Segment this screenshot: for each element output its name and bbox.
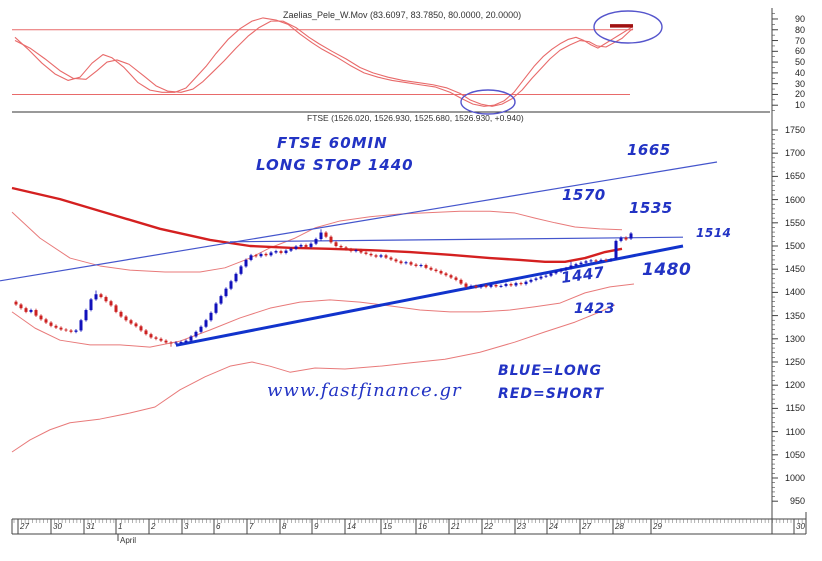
annotation-ftse-60min: FTSE 60MIN bbox=[277, 134, 388, 152]
date-tick-label: 30 bbox=[796, 522, 805, 531]
axis-tick-label: 1400 bbox=[784, 287, 805, 298]
axis-tick-label: 1500 bbox=[784, 241, 805, 251]
axis-tick-label: 1200 bbox=[784, 380, 805, 391]
axis-tick-label: 1600 bbox=[784, 194, 805, 205]
date-tick-label: 28 bbox=[615, 522, 624, 531]
date-tick-label: 16 bbox=[418, 522, 427, 531]
watermark-url: www.fastfinance.gr bbox=[267, 380, 462, 401]
candlesticks bbox=[14, 229, 633, 347]
price-annotation-1570: 1570 bbox=[562, 186, 606, 204]
axis-tick-label: 50 bbox=[794, 57, 805, 68]
annotation-blue-long: BLUE=LONG bbox=[498, 363, 603, 379]
axis-tick-label: 1450 bbox=[784, 264, 805, 275]
price-annotation-1514: 1514 bbox=[696, 226, 732, 240]
axis-tick-label: 90 bbox=[794, 13, 805, 24]
axis-tick-label: 20 bbox=[794, 89, 805, 100]
date-tick-label: 23 bbox=[517, 522, 526, 531]
price-axis bbox=[12, 8, 778, 534]
date-tick-label: 21 bbox=[451, 522, 460, 531]
date-tick-label: 7 bbox=[249, 522, 254, 531]
date-tick-label: 2 bbox=[151, 522, 156, 531]
price-annotation-1423: 1423 bbox=[574, 301, 615, 317]
axis-tick-label: 60 bbox=[794, 46, 805, 57]
date-tick-label: 24 bbox=[549, 522, 558, 531]
date-tick-label: 31 bbox=[86, 522, 95, 531]
axis-tick-label: 950 bbox=[789, 496, 805, 507]
month-label: April bbox=[120, 536, 137, 545]
date-tick-label: 22 bbox=[484, 522, 493, 531]
signal-ellipse bbox=[460, 89, 516, 115]
axis-tick-label: 1100 bbox=[785, 426, 805, 437]
date-tick-label: 9 bbox=[314, 522, 319, 531]
axis-tick-label: 1700 bbox=[784, 148, 805, 159]
axis-tick-label: 10 bbox=[794, 100, 805, 111]
axis-tick-label: 1650 bbox=[784, 171, 805, 182]
axis-tick-label: 1250 bbox=[784, 357, 805, 367]
indicator-panel-plot bbox=[12, 10, 663, 115]
price-panel-title: FTSE (1526.020, 1526.930, 1525.680, 1526… bbox=[307, 113, 524, 123]
date-tick-label: 1 bbox=[118, 522, 123, 531]
axis-tick-label: 1350 bbox=[784, 310, 805, 321]
axis-tick-label: 70 bbox=[794, 35, 805, 46]
price-annotation-1480: 1480 bbox=[642, 260, 692, 280]
date-tick-label: 27 bbox=[20, 522, 29, 531]
date-axis bbox=[11, 512, 807, 541]
indicator-panel-title: Zaelias_Pele_W.Mov (83.6097, 83.7850, 80… bbox=[283, 10, 522, 20]
date-tick-label: 8 bbox=[282, 522, 287, 531]
axis-tick-label: 80 bbox=[794, 24, 805, 35]
annotation-red-short: RED=SHORT bbox=[498, 386, 605, 402]
axis-tick-label: 1000 bbox=[784, 473, 805, 483]
axis-tick-label: 1150 bbox=[785, 403, 805, 414]
date-tick-label: 14 bbox=[347, 522, 356, 531]
annotation-long-stop: LONG STOP 1440 bbox=[256, 156, 414, 174]
date-tick-label: 15 bbox=[383, 522, 392, 531]
price-annotation-1535: 1535 bbox=[629, 199, 673, 217]
date-tick-label: 27 bbox=[582, 522, 591, 531]
date-tick-label: 6 bbox=[216, 522, 221, 531]
date-tick-label: 3 bbox=[184, 522, 189, 531]
axis-tick-label: 1550 bbox=[784, 217, 805, 228]
axis-tick-label: 40 bbox=[794, 67, 805, 78]
axis-tick-label: 1050 bbox=[784, 449, 805, 460]
date-tick-label: 30 bbox=[53, 522, 62, 531]
date-tick-label: 29 bbox=[653, 522, 662, 531]
axis-tick-label: 1300 bbox=[784, 333, 805, 344]
axis-tick-label: 30 bbox=[794, 78, 805, 89]
axis-tick-label: 1750 bbox=[784, 125, 805, 135]
signal-ellipse bbox=[593, 10, 663, 44]
price-panel-plot bbox=[0, 161, 718, 453]
price-annotation-1665: 1665 bbox=[627, 141, 671, 159]
